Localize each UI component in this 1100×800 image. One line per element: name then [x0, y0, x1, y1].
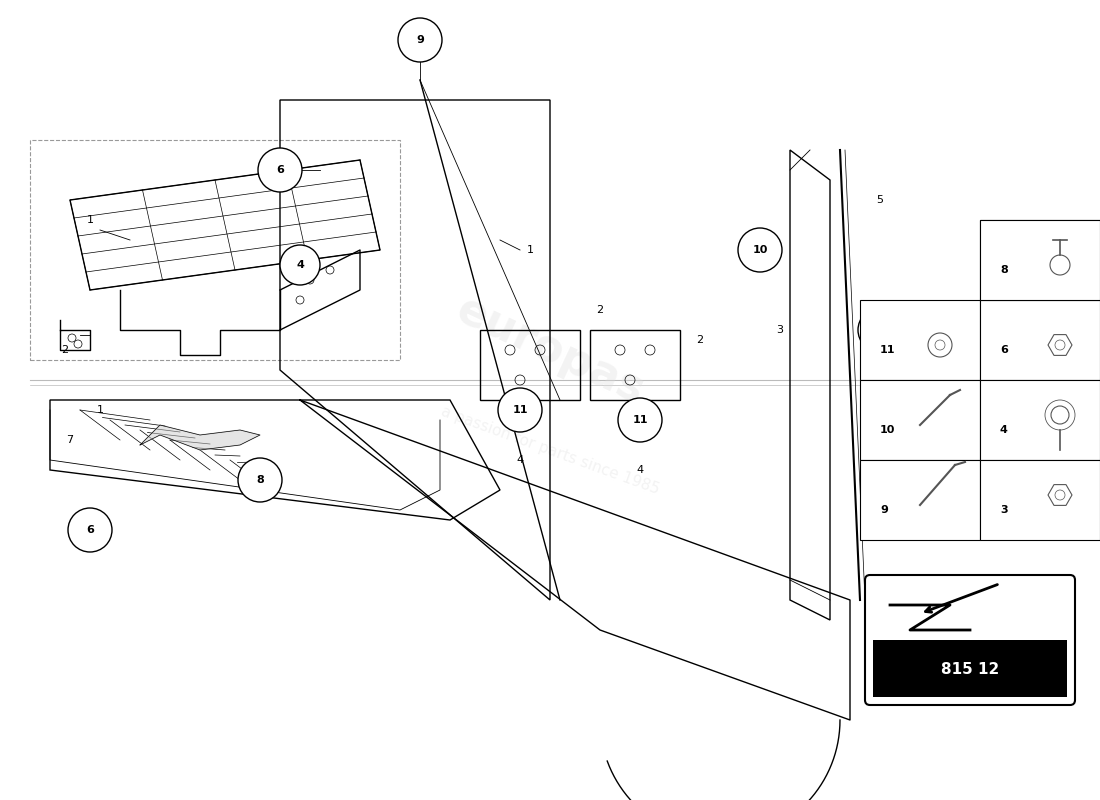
Bar	[860, 380, 980, 460]
Text: a passion for parts since 1985: a passion for parts since 1985	[439, 403, 661, 497]
Text: 3: 3	[777, 325, 783, 335]
Text: 4: 4	[637, 465, 644, 475]
Text: 1: 1	[527, 245, 534, 255]
Bar	[980, 300, 1100, 380]
Bar	[860, 300, 980, 380]
Text: 6: 6	[86, 525, 94, 535]
Text: 10: 10	[752, 245, 768, 255]
Circle shape	[258, 148, 303, 192]
Circle shape	[68, 508, 112, 552]
Text: 1: 1	[87, 215, 94, 225]
Bar	[873, 640, 1067, 697]
Text: europas: europas	[449, 288, 651, 412]
Circle shape	[618, 398, 662, 442]
Text: 4: 4	[296, 260, 304, 270]
Text: 6: 6	[1000, 345, 1008, 355]
Text: 2: 2	[696, 335, 704, 345]
Text: 1: 1	[97, 405, 103, 415]
Bar	[980, 220, 1100, 300]
Text: 4: 4	[1000, 425, 1008, 435]
Bar	[860, 460, 980, 540]
Text: 5: 5	[877, 195, 883, 205]
Circle shape	[858, 308, 902, 352]
Text: 11: 11	[513, 405, 528, 415]
Circle shape	[238, 458, 282, 502]
Polygon shape	[140, 425, 260, 450]
Circle shape	[280, 245, 320, 285]
Circle shape	[398, 18, 442, 62]
Bar	[980, 220, 1100, 300]
Text: 815 12: 815 12	[940, 662, 999, 678]
Text: 9: 9	[416, 35, 424, 45]
FancyBboxPatch shape	[865, 575, 1075, 705]
Text: 11: 11	[880, 345, 895, 355]
Text: 6: 6	[876, 325, 884, 335]
Text: 7: 7	[66, 435, 74, 445]
Text: 8: 8	[256, 475, 264, 485]
Circle shape	[498, 388, 542, 432]
Text: 4: 4	[516, 455, 524, 465]
Text: 6: 6	[276, 165, 284, 175]
Text: 11: 11	[632, 415, 648, 425]
Bar	[980, 460, 1100, 540]
Circle shape	[738, 228, 782, 272]
Bar	[980, 380, 1100, 460]
Text: 8: 8	[1000, 265, 1008, 275]
Text: 10: 10	[880, 425, 895, 435]
Text: 2: 2	[596, 305, 604, 315]
Text: 3: 3	[1000, 505, 1008, 515]
Text: 2: 2	[62, 345, 68, 355]
Text: 9: 9	[880, 505, 888, 515]
FancyBboxPatch shape	[30, 140, 400, 360]
